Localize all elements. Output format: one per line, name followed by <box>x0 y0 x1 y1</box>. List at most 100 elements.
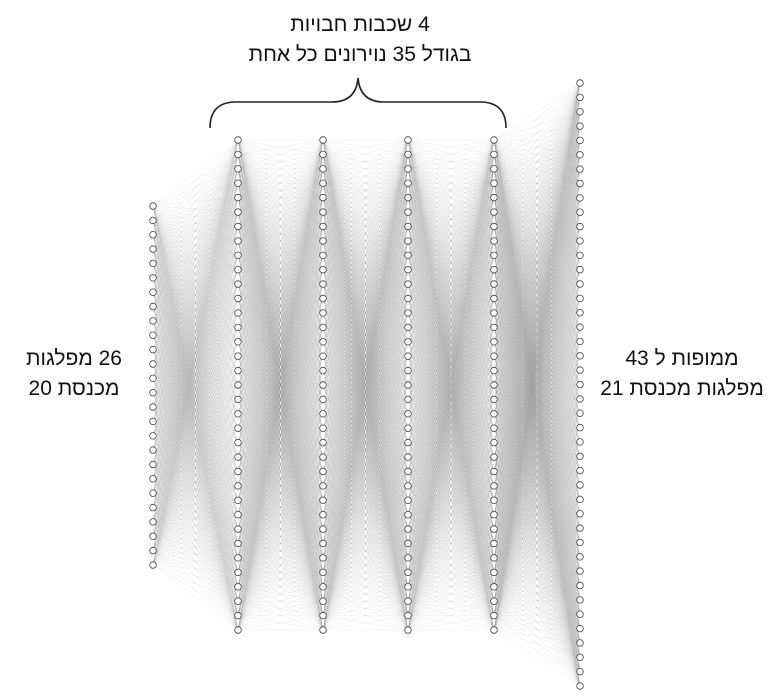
hidden-layers-label: 4 שכבות חבויות בגודל 35 נוירונים כל אחת <box>222 10 498 70</box>
neuron-input-11 <box>149 345 157 354</box>
neuron-hidden-1-3 <box>234 165 242 173</box>
neuron-hidden-3-35 <box>404 626 412 634</box>
neuron-hidden-4-21 <box>490 424 498 432</box>
neuron-output-6 <box>576 151 584 159</box>
neuron-hidden-2-11 <box>319 280 327 288</box>
neuron-hidden-3-13 <box>404 309 412 317</box>
neuron-output-7 <box>576 165 584 173</box>
output-layer-label-line1: ממופות ל 43 <box>625 347 739 370</box>
neuron-hidden-3-25 <box>404 482 412 490</box>
neuron-input-25 <box>149 546 157 555</box>
neuron-hidden-3-20 <box>404 410 412 418</box>
neuron-hidden-4-1 <box>490 136 498 144</box>
neuron-input-22 <box>149 503 157 512</box>
neuron-input-18 <box>149 446 157 454</box>
neuron-hidden-4-3 <box>490 165 498 173</box>
neuron-hidden-1-13 <box>234 309 242 317</box>
neuron-output-26 <box>576 438 584 446</box>
neuron-input-15 <box>149 403 157 411</box>
neuron-output-29 <box>576 481 584 489</box>
neuron-input-7 <box>149 288 157 296</box>
neuron-output-11 <box>576 222 584 231</box>
neuron-hidden-1-7 <box>234 222 242 231</box>
neuron-output-17 <box>576 309 584 317</box>
neuron-hidden-2-8 <box>319 237 327 245</box>
neuron-hidden-4-5 <box>490 193 498 202</box>
neuron-hidden-1-35 <box>234 626 242 634</box>
neuron-hidden-1-18 <box>234 381 242 389</box>
neuron-hidden-4-30 <box>490 554 498 562</box>
neuron-hidden-4-11 <box>490 280 498 288</box>
neuron-output-41 <box>576 653 584 661</box>
neuron-hidden-4-14 <box>490 323 498 332</box>
neuron-hidden-2-12 <box>319 294 327 303</box>
neuron-output-34 <box>576 553 584 561</box>
neuron-hidden-2-30 <box>319 554 327 562</box>
neuron-hidden-3-9 <box>404 251 412 259</box>
neuron-hidden-4-10 <box>490 266 498 274</box>
neuron-input-12 <box>149 360 157 368</box>
neuron-hidden-2-25 <box>319 482 327 490</box>
neuron-hidden-4-31 <box>490 568 498 577</box>
neuron-hidden-3-17 <box>404 366 412 375</box>
neuron-hidden-2-1 <box>319 136 327 144</box>
neuron-input-26 <box>149 561 157 569</box>
neuron-hidden-4-33 <box>490 597 498 605</box>
neuron-hidden-3-3 <box>404 165 412 173</box>
neuron-hidden-1-27 <box>234 511 242 519</box>
edge-bundle <box>407 139 495 631</box>
neuron-hidden-1-21 <box>234 424 242 432</box>
neuron-hidden-2-9 <box>319 251 327 259</box>
neuron-input-3 <box>149 230 157 239</box>
neuron-hidden-3-14 <box>404 323 412 332</box>
edge-bundle <box>152 139 239 631</box>
neuron-hidden-2-26 <box>319 496 327 504</box>
neuron-hidden-4-28 <box>490 525 498 533</box>
neuron-input-9 <box>149 317 157 325</box>
neuron-hidden-2-4 <box>319 179 327 187</box>
neuron-output-5 <box>576 136 584 145</box>
neuron-hidden-3-1 <box>404 136 412 144</box>
neuron-hidden-3-28 <box>404 525 412 533</box>
neuron-hidden-4-8 <box>490 237 498 245</box>
neuron-output-12 <box>576 237 584 245</box>
layer-hidden-1 <box>234 136 242 634</box>
neuron-output-39 <box>576 624 584 633</box>
neuron-hidden-4-15 <box>490 338 498 346</box>
neuron-hidden-3-29 <box>404 539 412 548</box>
edges-hidden-2-to-hidden-3 <box>322 139 409 631</box>
neuron-hidden-1-32 <box>234 583 242 591</box>
neuron-output-42 <box>576 667 584 676</box>
neuron-nodes <box>149 79 584 690</box>
neuron-output-4 <box>576 122 584 130</box>
neuron-hidden-1-22 <box>234 438 242 447</box>
neuron-hidden-2-5 <box>319 193 327 202</box>
neuron-hidden-1-26 <box>234 496 242 504</box>
neuron-hidden-3-12 <box>404 294 412 303</box>
neuron-hidden-4-4 <box>490 179 498 187</box>
neuron-hidden-2-10 <box>319 266 327 274</box>
neuron-hidden-1-23 <box>234 453 242 461</box>
neuron-hidden-3-18 <box>404 381 412 389</box>
neuron-hidden-1-19 <box>234 395 242 404</box>
neuron-output-8 <box>576 179 584 188</box>
input-layer-label-line1: 26 מפלגות <box>26 347 122 370</box>
layer-hidden-3 <box>404 136 412 634</box>
neuron-hidden-3-23 <box>404 453 412 461</box>
neuron-output-9 <box>576 194 584 202</box>
edges-hidden-4-to-output <box>493 82 581 687</box>
neuron-hidden-3-15 <box>404 338 412 346</box>
neuron-hidden-1-29 <box>234 539 242 548</box>
neuron-hidden-1-2 <box>234 150 242 159</box>
neuron-input-4 <box>149 245 157 253</box>
neuron-hidden-2-2 <box>319 150 327 159</box>
neuron-hidden-1-8 <box>234 237 242 245</box>
neuron-input-17 <box>149 432 157 440</box>
neuron-output-1 <box>576 79 584 87</box>
neuron-hidden-1-14 <box>234 323 242 332</box>
neuron-input-13 <box>149 374 157 382</box>
layer-hidden-4 <box>490 136 498 634</box>
neuron-hidden-4-32 <box>490 583 498 591</box>
neuron-output-19 <box>576 337 584 346</box>
